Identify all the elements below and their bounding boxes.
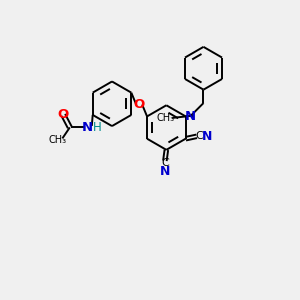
Text: N: N [82, 121, 93, 134]
Text: H: H [93, 121, 101, 134]
Text: N: N [184, 110, 196, 123]
Text: N: N [202, 130, 213, 143]
Text: C: C [195, 131, 203, 141]
Text: C: C [161, 158, 169, 168]
Text: CH₃: CH₃ [157, 113, 175, 123]
Text: N: N [160, 165, 170, 178]
Text: O: O [134, 98, 145, 111]
Text: CH₃: CH₃ [48, 135, 66, 145]
Text: O: O [58, 108, 69, 122]
